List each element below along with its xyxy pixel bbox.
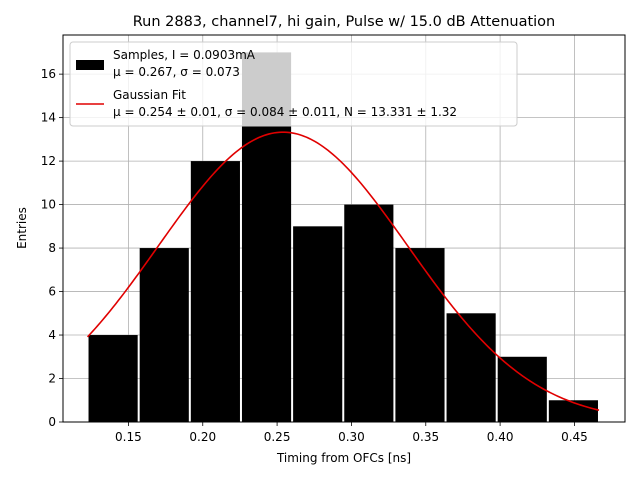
plot-frame [62, 34, 626, 423]
x-tick-label: 0.25 [264, 430, 291, 444]
y-tick-label: 8 [48, 241, 56, 255]
legend-fit-label: Gaussian Fit [113, 88, 186, 102]
x-tick-label: 0.30 [338, 430, 365, 444]
x-axis-label: Timing from OFCs [ns] [276, 451, 411, 465]
y-axis-label: Entries [15, 207, 29, 249]
y-tick-label: 16 [41, 67, 56, 81]
chart-title: Run 2883, channel7, hi gain, Pulse w/ 15… [133, 14, 556, 30]
legend-fit-stats: μ = 0.254 ± 0.01, σ = 0.084 ± 0.011, N =… [113, 105, 457, 119]
histogram-bar [548, 400, 598, 422]
y-tick-label: 14 [41, 111, 56, 125]
histogram-bar [293, 226, 343, 422]
histogram-bar [395, 248, 445, 422]
histogram-bar [446, 313, 496, 422]
histogram-bar [497, 356, 547, 422]
x-tick-label: 0.20 [189, 430, 216, 444]
x-tick-label: 0.40 [487, 430, 514, 444]
legend-samples-stats: μ = 0.267, σ = 0.073 [113, 65, 240, 79]
y-axis-ticks: 0 2 4 6 8 10 12 14 16 [41, 67, 63, 429]
y-tick-label: 6 [48, 285, 56, 299]
legend-samples-swatch [76, 60, 104, 70]
gaussian-fit-line [86, 131, 600, 411]
y-tick-label: 4 [48, 328, 56, 342]
x-tick-label: 0.15 [115, 430, 142, 444]
legend-samples-label: Samples, I = 0.0903mA [113, 48, 256, 62]
y-tick-label: 10 [41, 198, 56, 212]
legend: Samples, I = 0.0903mA μ = 0.267, σ = 0.0… [69, 41, 518, 127]
x-axis-ticks: 0.15 0.20 0.25 0.30 0.35 0.40 0.45 [115, 422, 588, 444]
histogram-bar [190, 161, 240, 422]
histogram-bar [139, 248, 189, 422]
y-tick-label: 12 [41, 154, 56, 168]
y-tick-label: 0 [48, 415, 56, 429]
x-tick-label: 0.35 [412, 430, 439, 444]
y-tick-label: 2 [48, 372, 56, 386]
x-tick-label: 0.45 [561, 430, 588, 444]
legend-box [69, 41, 518, 127]
histogram-bar [344, 204, 394, 422]
histogram-bar [88, 335, 138, 422]
